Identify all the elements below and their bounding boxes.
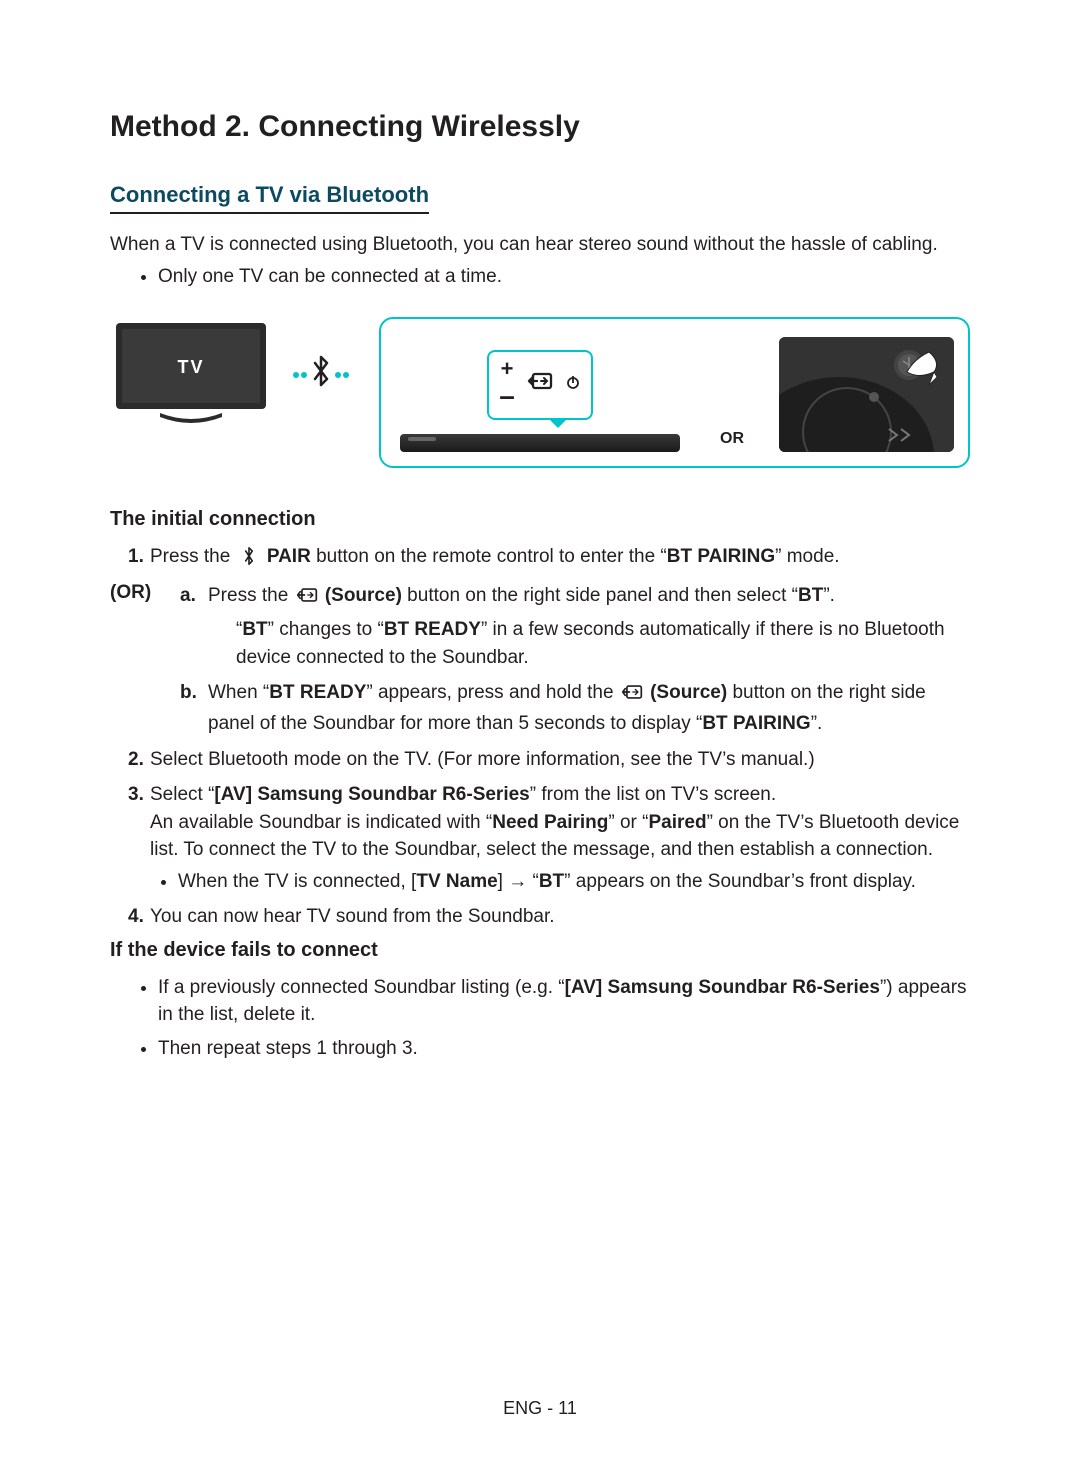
intro-text: When a TV is connected using Bluetooth, … <box>110 232 970 258</box>
bluetooth-icon <box>238 546 260 574</box>
device-panel: + – OR <box>379 317 970 468</box>
step-3: Select “[AV] Samsung Soundbar R6-Series”… <box>110 781 970 895</box>
section-heading-bluetooth: Connecting a TV via Bluetooth <box>110 182 429 214</box>
svg-text:TV: TV <box>177 357 204 377</box>
or-label: OR <box>720 430 744 448</box>
step-4: You can now hear TV sound from the Sound… <box>110 903 970 931</box>
source-button-icon <box>527 371 553 397</box>
bluetooth-icon <box>311 355 331 395</box>
step-2: Select Bluetooth mode on the TV. (For mo… <box>110 746 970 774</box>
connection-diagram: TV + – <box>110 317 970 468</box>
step-or-a: Press the (Source) button on the right s… <box>180 582 970 672</box>
step-3-bullet: When the TV is connected, [TV Name] → “B… <box>178 868 970 896</box>
intro-bullet: Only one TV can be connected at a time. <box>158 264 970 290</box>
fails-bullet-2: Then repeat steps 1 through 3. <box>158 1035 970 1063</box>
soundbar-buttons-callout: + – <box>487 350 593 420</box>
step-1: Press the PAIR button on the remote cont… <box>110 543 970 574</box>
tv-illustration: TV <box>110 317 285 432</box>
step-or-b: When “BT READY” appears, press and hold … <box>180 679 970 737</box>
source-icon <box>296 585 318 613</box>
or-tag: (OR) <box>110 582 151 604</box>
bluetooth-signal-icon <box>293 355 349 395</box>
section-initial-connection: The initial connection <box>110 508 970 531</box>
page-footer: ENG - 11 <box>0 1398 1080 1419</box>
power-icon <box>565 374 581 395</box>
remote-illustration <box>779 337 954 452</box>
volume-minus-icon: – <box>499 382 515 410</box>
fails-bullet-1: If a previously connected Soundbar listi… <box>158 974 970 1029</box>
page-title: Method 2. Connecting Wirelessly <box>110 110 970 144</box>
source-icon <box>621 682 643 710</box>
section-fails: If the device fails to connect <box>110 939 970 962</box>
soundbar-illustration <box>400 434 680 452</box>
volume-plus-icon: + <box>501 358 514 380</box>
